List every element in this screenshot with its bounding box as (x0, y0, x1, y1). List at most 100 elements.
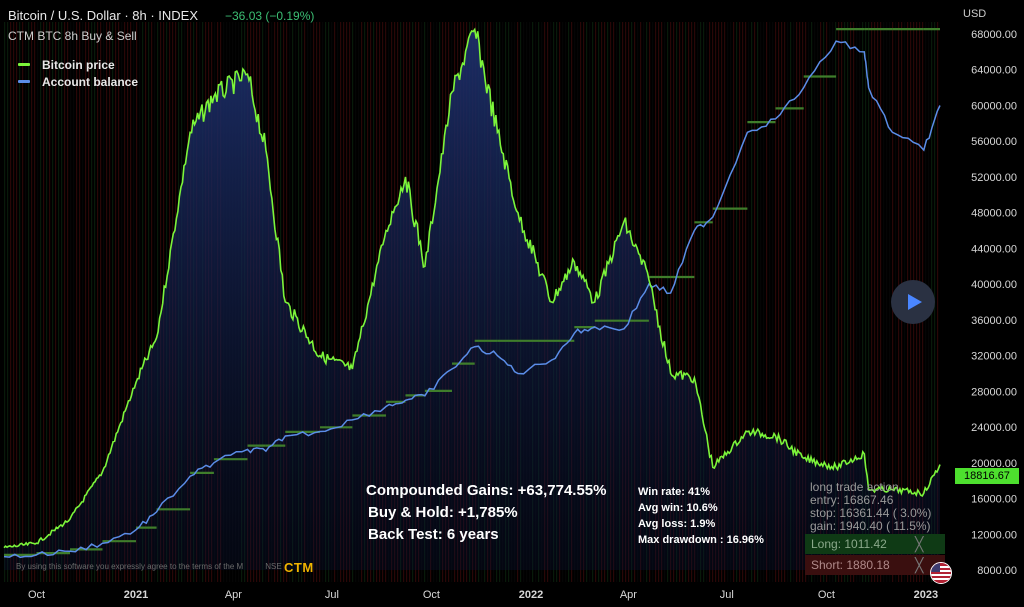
signal-stripe (304, 22, 306, 582)
signal-stripe (4, 22, 6, 582)
signal-stripe (859, 22, 861, 582)
signal-stripe (25, 22, 27, 582)
signal-stripe (736, 22, 738, 582)
play-icon (908, 294, 922, 310)
signal-stripe (733, 22, 735, 582)
signal-stripe (709, 22, 711, 582)
close-icon[interactable]: ╳ (915, 535, 924, 552)
signal-stripe (802, 22, 804, 582)
signal-stripe (814, 22, 816, 582)
signal-stripe (829, 22, 831, 582)
signal-stripe (889, 22, 891, 582)
signal-stripe (142, 22, 144, 582)
signal-stripe (799, 22, 801, 582)
x-tick-label: Apr (225, 589, 242, 601)
signal-stripe (769, 22, 771, 582)
signal-stripe (88, 22, 90, 582)
short-position[interactable]: Short: 1880.18 ╳ (805, 555, 945, 575)
signal-stripe (64, 22, 66, 582)
signal-stripe (103, 22, 105, 582)
signal-stripe (19, 22, 21, 582)
x-tick-label: Jul (325, 589, 339, 601)
signal-stripe (790, 22, 792, 582)
signal-stripe (691, 22, 693, 582)
long-position[interactable]: Long: 1011.42 ╳ (805, 534, 945, 554)
signal-stripe (811, 22, 813, 582)
signal-stripe (880, 22, 882, 582)
signal-stripe (883, 22, 885, 582)
y-tick-label: 32000.00 (971, 351, 1017, 363)
compounded-gains: Compounded Gains: +63,774.55% (366, 482, 607, 499)
signal-stripe (664, 22, 666, 582)
y-tick-label: 36000.00 (971, 315, 1017, 327)
signal-stripe (763, 22, 765, 582)
x-tick-label: 2022 (519, 589, 543, 601)
win-rate: Win rate: 41% (638, 486, 711, 498)
y-tick-label: 60000.00 (971, 101, 1017, 113)
signal-stripe (16, 22, 18, 582)
signal-stripe (49, 22, 51, 582)
signal-stripe (319, 22, 321, 582)
signal-stripe (796, 22, 798, 582)
signal-stripe (775, 22, 777, 582)
x-tick-label: Oct (818, 589, 835, 601)
indicator-name[interactable]: CTM BTC 8h Buy & Sell (8, 29, 137, 43)
signal-stripe (751, 22, 753, 582)
signal-stripe (856, 22, 858, 582)
signal-stripe (313, 22, 315, 582)
signal-stripe (793, 22, 795, 582)
signal-stripe (97, 22, 99, 582)
signal-stripe (307, 22, 309, 582)
disclaimer: By using this software you expressly agr… (16, 562, 282, 571)
signal-stripe (844, 22, 846, 582)
signal-stripe (712, 22, 714, 582)
signal-stripe (355, 22, 357, 582)
signal-stripe (337, 22, 339, 582)
signal-stripe (91, 22, 93, 582)
signal-stripe (706, 22, 708, 582)
legend-label: Bitcoin price (42, 57, 115, 72)
trade-gain: gain: 1940.40 ( 11.5%) (810, 519, 931, 533)
signal-stripe (667, 22, 669, 582)
signal-stripe (145, 22, 147, 582)
signal-stripe (721, 22, 723, 582)
signal-stripe (727, 22, 729, 582)
signal-stripe (730, 22, 732, 582)
signal-stripe (745, 22, 747, 582)
signal-stripe (58, 22, 60, 582)
signal-stripe (340, 22, 342, 582)
backtest-summary: Compounded Gains: +63,774.55% Buy & Hold… (366, 482, 607, 548)
signal-stripe (115, 22, 117, 582)
signal-stripe (841, 22, 843, 582)
signal-stripe (7, 22, 9, 582)
signal-stripe (100, 22, 102, 582)
signal-stripe (874, 22, 876, 582)
signal-stripe (343, 22, 345, 582)
signal-stripe (106, 22, 108, 582)
signal-stripe (808, 22, 810, 582)
signal-stripe (346, 22, 348, 582)
signal-stripe (334, 22, 336, 582)
trade-entry: entry: 16867.46 (810, 493, 894, 507)
y-axis: 68000.00 64000.00 60000.00 56000.00 52000.00… (971, 29, 1017, 577)
x-tick-label: Apr (620, 589, 637, 601)
signal-stripe (325, 22, 327, 582)
y-tick-label: 44000.00 (971, 243, 1017, 255)
signal-stripe (322, 22, 324, 582)
signal-stripe (700, 22, 702, 582)
close-icon[interactable]: ╳ (915, 556, 924, 573)
x-axis: Oct 2021 Apr Jul Oct 2022 Apr Jul Oct 2023 (28, 589, 938, 601)
signal-stripe (112, 22, 114, 582)
chart-title: Bitcoin / U.S. Dollar · 8h · INDEX (8, 8, 198, 23)
ctm-logo: CTM (284, 560, 314, 575)
signal-stripe (367, 22, 369, 582)
play-button[interactable] (891, 280, 935, 324)
signal-stripe (331, 22, 333, 582)
signal-stripe (118, 22, 120, 582)
signal-stripe (160, 22, 162, 582)
signal-stripe (697, 22, 699, 582)
us-flag-icon (930, 562, 952, 584)
y-tick-label: 28000.00 (971, 386, 1017, 398)
signal-stripe (13, 22, 15, 582)
